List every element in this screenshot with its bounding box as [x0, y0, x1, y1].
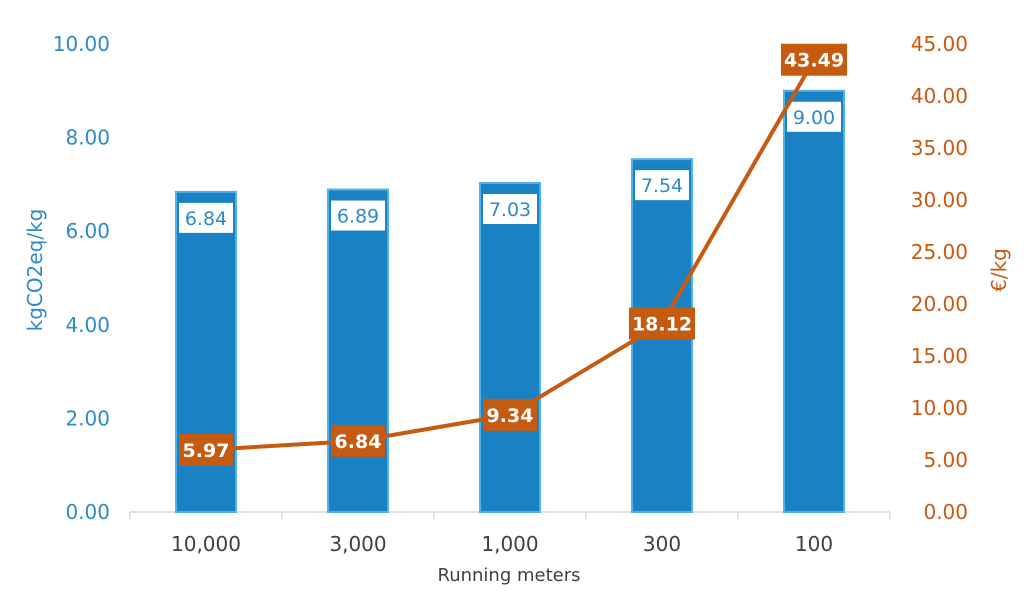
- y-left-tick-label: 6.00: [65, 219, 110, 243]
- x-axis-tick-marks: [129, 512, 891, 519]
- bar-series: 6.84 6.89 7.03 7.54 9.00: [175, 89, 845, 514]
- y-left-tick-label: 2.00: [65, 406, 110, 430]
- bar: [783, 89, 845, 514]
- bar-data-label: 7.54: [641, 175, 683, 197]
- y-right-tick-label: 45.00: [911, 32, 968, 56]
- bar: [479, 181, 541, 513]
- bar-label-box: [635, 170, 689, 201]
- x-tick-label: 300: [643, 532, 681, 556]
- right-axis-ticks: 0.00 5.00 10.00 15.00 20.00 25.00 30.00 35.00 40…: [911, 32, 968, 524]
- bar: [327, 188, 389, 513]
- x-tick-label: 100: [795, 532, 833, 556]
- y-right-tick-label: 25.00: [911, 240, 968, 264]
- line-point-label-box: [331, 424, 385, 457]
- left-axis-ticks: 0.00 2.00 4.00 6.00 8.00 10.00: [53, 32, 110, 524]
- y-right-tick-label: 0.00: [923, 500, 968, 524]
- line-point-label: 43.49: [784, 50, 844, 72]
- y-right-tick-label: 15.00: [911, 344, 968, 368]
- y-axis-title-right: €/kg: [987, 248, 1011, 292]
- line-point-label-box: [629, 307, 695, 340]
- line-point-label: 9.34: [487, 405, 534, 427]
- x-tick-label: 1,000: [481, 532, 538, 556]
- y-left-tick-label: 10.00: [53, 32, 110, 56]
- y-right-tick-label: 40.00: [911, 84, 968, 108]
- line-point-label: 18.12: [632, 314, 692, 336]
- x-tick-label: 10,000: [171, 532, 241, 556]
- bar-label-box: [331, 200, 385, 231]
- y-right-tick-label: 20.00: [911, 292, 968, 316]
- bar-data-label: 9.00: [793, 107, 835, 129]
- y-left-tick-label: 4.00: [65, 313, 110, 337]
- bar-data-label: 6.84: [185, 208, 227, 230]
- y-left-tick-label: 0.00: [65, 500, 110, 524]
- y-right-tick-label: 35.00: [911, 136, 968, 160]
- line-point-label-box: [483, 398, 537, 431]
- x-axis-title: Running meters: [438, 565, 581, 586]
- y-left-tick-label: 8.00: [65, 126, 110, 150]
- bar-data-label: 7.03: [489, 199, 531, 221]
- line-point-label: 6.84: [335, 431, 382, 453]
- line-point-label-box: [179, 433, 233, 466]
- line-point-label: 5.97: [183, 440, 230, 462]
- y-right-tick-label: 10.00: [911, 396, 968, 420]
- y-right-tick-label: 30.00: [911, 188, 968, 212]
- line-series: 5.97 6.84 9.34 18.12 43.49: [179, 43, 847, 466]
- bar-label-box: [787, 101, 841, 132]
- line-point-label-box: [781, 43, 847, 76]
- bar-data-label: 6.89: [337, 206, 379, 228]
- bar-label-box: [179, 202, 233, 233]
- bar-label-box: [483, 193, 537, 224]
- y-axis-title-left: kgCO2eq/kg: [23, 209, 47, 332]
- x-axis-labels: 10,000 3,000 1,000 300 100: [171, 532, 833, 556]
- y-right-tick-label: 5.00: [923, 448, 968, 472]
- x-tick-label: 3,000: [329, 532, 386, 556]
